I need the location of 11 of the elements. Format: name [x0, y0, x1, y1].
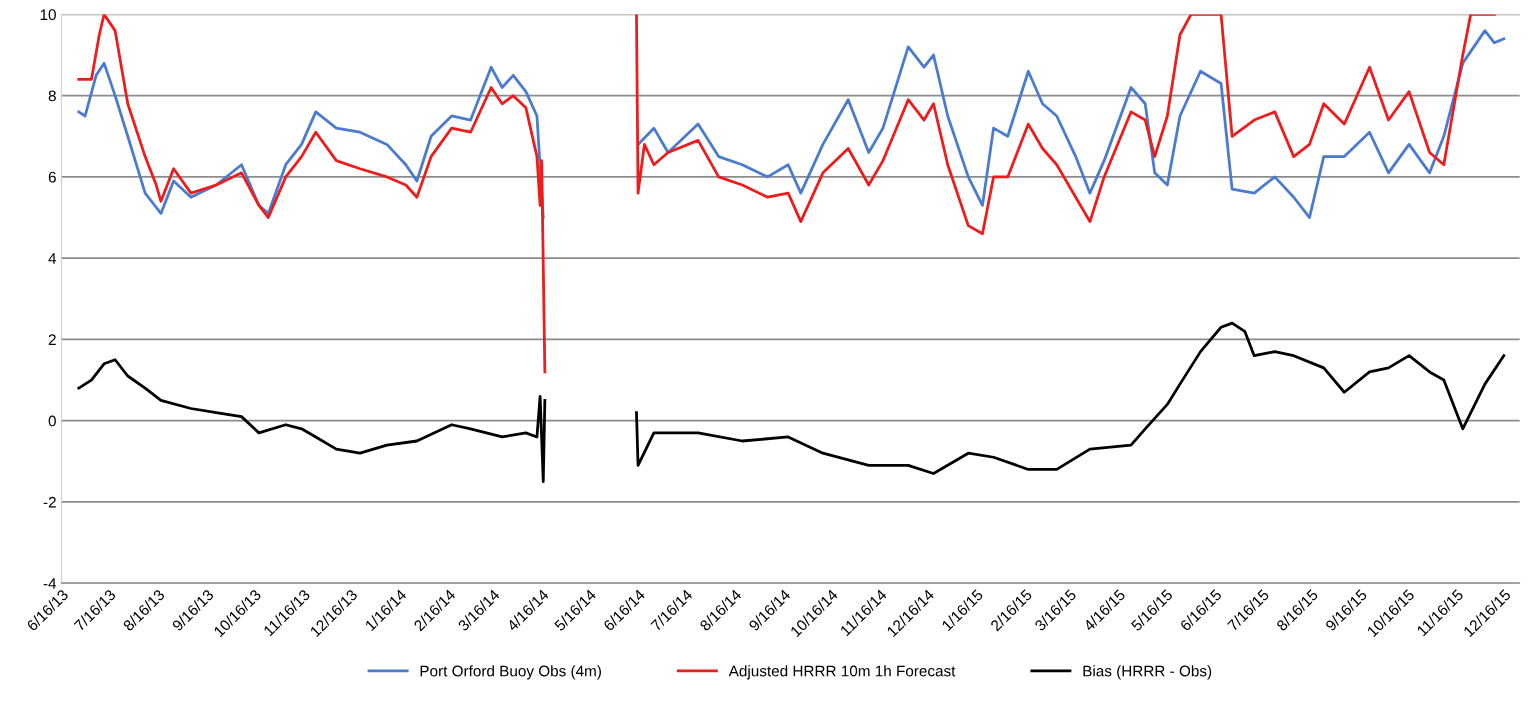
legend-label: Bias (HRRR - Obs) [1083, 665, 1212, 680]
y-tick-label: -2 [43, 496, 56, 508]
y-tick-label: 0 [48, 415, 56, 427]
y-tick-label: 10 [40, 9, 56, 21]
y-tick-label: 6 [48, 171, 56, 183]
y-tick-label: -4 [43, 578, 57, 589]
y-tick-label: 2 [48, 334, 56, 345]
y-tick-label: 8 [48, 90, 56, 102]
legend-label: Adjusted HRRR 10m 1h Forecast [728, 665, 956, 680]
y-tick-label: 4 [48, 253, 57, 264]
legend-label: Port Orford Buoy Obs (4m) [420, 665, 601, 680]
